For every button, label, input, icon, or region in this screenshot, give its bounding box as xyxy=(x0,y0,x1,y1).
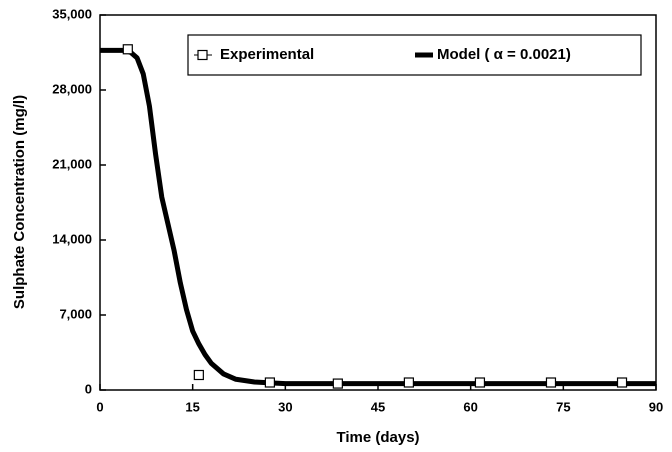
data-point xyxy=(264,377,275,388)
x-tick-label: 75 xyxy=(556,399,570,414)
y-tick-label: 21,000 xyxy=(52,156,92,171)
x-tick-label: 30 xyxy=(278,399,292,414)
data-point xyxy=(122,44,133,55)
x-tick-label: 0 xyxy=(96,399,103,414)
y-tick-label: 14,000 xyxy=(52,231,92,246)
legend-label: Experimental xyxy=(220,46,314,63)
x-tick-label: 45 xyxy=(371,399,385,414)
x-axis-label: Time (days) xyxy=(336,429,419,446)
y-tick-label: 7,000 xyxy=(59,306,92,321)
x-tick-label: 90 xyxy=(649,399,663,414)
data-point xyxy=(193,369,204,381)
legend-box xyxy=(187,34,642,76)
y-tick-label: 28,000 xyxy=(52,81,92,96)
data-point xyxy=(403,377,414,388)
data-point xyxy=(474,377,486,388)
legend-label: Model ( α = 0.0021) xyxy=(437,46,571,63)
legend-marker xyxy=(197,49,208,61)
y-tick-label: 35,000 xyxy=(52,6,92,21)
model-line xyxy=(100,47,656,387)
y-axis-label: Sulphate Concentration (mg/l) xyxy=(11,95,28,309)
data-point xyxy=(545,377,557,388)
x-tick-label: 15 xyxy=(185,399,199,414)
data-point xyxy=(616,377,628,388)
y-tick-label: 0 xyxy=(85,381,92,396)
data-point xyxy=(332,378,343,389)
x-tick-label: 60 xyxy=(463,399,477,414)
